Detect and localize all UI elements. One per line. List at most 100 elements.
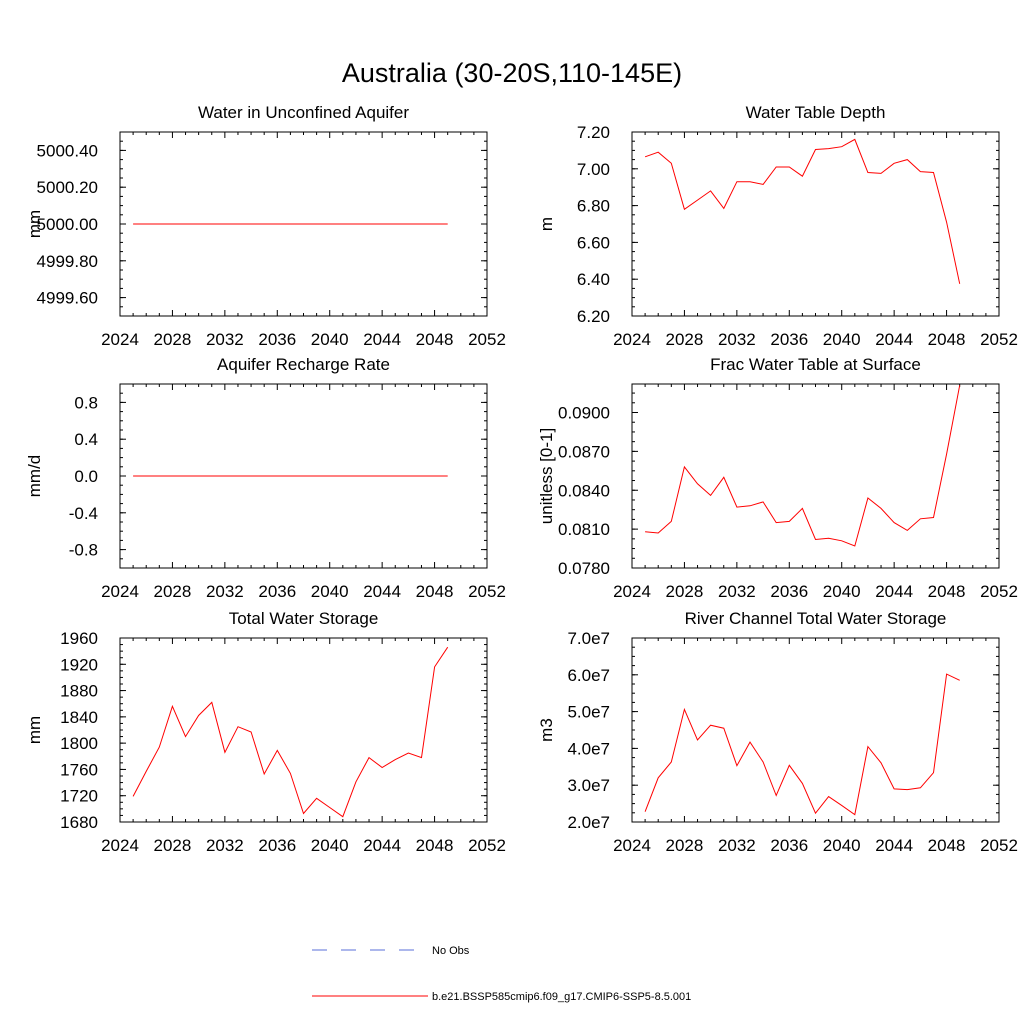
water-table-depth-xtick-label: 2024 xyxy=(613,330,651,349)
frac-water-table-at-surface-xtick-label: 2036 xyxy=(770,582,808,601)
water-in-unconfined-aquifer-xtick-label: 2036 xyxy=(258,330,296,349)
aquifer-recharge-rate-xtick-label: 2048 xyxy=(416,582,454,601)
river-channel-total-water-storage-ylabel: m3 xyxy=(537,718,556,742)
water-table-depth-xtick-label: 2032 xyxy=(718,330,756,349)
total-water-storage-xtick-label: 2032 xyxy=(206,836,244,855)
river-channel-total-water-storage-xtick-label: 2048 xyxy=(928,836,966,855)
frac-water-table-at-surface-xtick-label: 2040 xyxy=(823,582,861,601)
frac-water-table-at-surface-series-line xyxy=(645,385,961,547)
total-water-storage-ytick-label: 1920 xyxy=(60,655,98,674)
frac-water-table-at-surface-title: Frac Water Table at Surface xyxy=(710,355,921,374)
river-channel-total-water-storage-xtick-label: 2024 xyxy=(613,836,651,855)
frac-water-table-at-surface-ytick-label: 0.0840 xyxy=(558,481,610,500)
aquifer-recharge-rate-xtick-label: 2036 xyxy=(258,582,296,601)
frac-water-table-at-surface-xtick-label: 2032 xyxy=(718,582,756,601)
river-channel-total-water-storage-ytick-label: 3.0e7 xyxy=(567,776,610,795)
frac-water-table-at-surface-ytick-label: 0.0900 xyxy=(558,404,610,423)
water-in-unconfined-aquifer-ylabel: mm xyxy=(25,210,44,238)
water-in-unconfined-aquifer-ytick-label: 4999.60 xyxy=(37,289,98,308)
total-water-storage-ytick-label: 1680 xyxy=(60,813,98,832)
legend-no-obs-label: No Obs xyxy=(432,945,470,957)
frac-water-table-at-surface-ytick-label: 0.0780 xyxy=(558,559,610,578)
total-water-storage-xtick-label: 2036 xyxy=(258,836,296,855)
panel-water-table-depth: Water Table Depth m 2024 2028 2032 2036 2040 20… xyxy=(537,103,1018,349)
total-water-storage-series-line xyxy=(132,646,449,818)
water-in-unconfined-aquifer-title: Water in Unconfined Aquifer xyxy=(198,103,409,122)
aquifer-recharge-rate-title: Aquifer Recharge Rate xyxy=(217,355,390,374)
panel-water-in-unconfined-aquifer: Water in Unconfined Aquifer mm 2024 2028 203… xyxy=(25,103,506,349)
river-channel-total-water-storage-ytick-label: 7.0e7 xyxy=(567,629,610,648)
water-table-depth-ytick-label: 7.00 xyxy=(577,160,610,179)
water-table-depth-ytick-label: 7.20 xyxy=(577,123,610,142)
river-channel-total-water-storage-xtick-label: 2028 xyxy=(666,836,704,855)
river-channel-total-water-storage-xtick-label: 2040 xyxy=(823,836,861,855)
water-table-depth-ylabel: m xyxy=(537,217,556,231)
frac-water-table-at-surface-ytick-label: 0.0810 xyxy=(558,520,610,539)
frac-water-table-at-surface-xtick-label: 2048 xyxy=(928,582,966,601)
aquifer-recharge-rate-xtick-label: 2032 xyxy=(206,582,244,601)
aquifer-recharge-rate-xtick-label: 2028 xyxy=(154,582,192,601)
aquifer-recharge-rate-ytick-label: -0.8 xyxy=(69,541,98,560)
total-water-storage-xtick-label: 2024 xyxy=(101,836,139,855)
water-table-depth-xtick-label: 2040 xyxy=(823,330,861,349)
aquifer-recharge-rate-ytick-label: 0.8 xyxy=(74,393,98,412)
water-in-unconfined-aquifer-xtick-label: 2052 xyxy=(468,330,506,349)
water-in-unconfined-aquifer-ytick-label: 4999.80 xyxy=(37,252,98,271)
water-table-depth-xtick-label: 2044 xyxy=(875,330,913,349)
water-table-depth-series-line xyxy=(644,138,961,284)
water-in-unconfined-aquifer-xtick-label: 2044 xyxy=(363,330,401,349)
aquifer-recharge-rate-xtick-label: 2024 xyxy=(101,582,139,601)
water-table-depth-ytick-label: 6.20 xyxy=(577,307,610,326)
river-channel-total-water-storage-frame xyxy=(631,637,1000,823)
aquifer-recharge-rate-xtick-label: 2040 xyxy=(311,582,349,601)
water-table-depth-xtick-label: 2028 xyxy=(666,330,704,349)
river-channel-total-water-storage-ytick-label: 2.0e7 xyxy=(567,813,610,832)
total-water-storage-xtick-label: 2028 xyxy=(154,836,192,855)
frac-water-table-at-surface-ytick-label: 0.0870 xyxy=(558,442,610,461)
total-water-storage-title: Total Water Storage xyxy=(229,609,379,628)
aquifer-recharge-rate-ytick-label: 0.4 xyxy=(74,430,98,449)
water-table-depth-xtick-label: 2036 xyxy=(770,330,808,349)
river-channel-total-water-storage-ytick-label: 4.0e7 xyxy=(567,739,610,758)
aquifer-recharge-rate-ylabel: mm/d xyxy=(25,455,44,498)
aquifer-recharge-rate-ytick-label: 0.0 xyxy=(74,467,98,486)
water-table-depth-frame xyxy=(631,131,1000,317)
frac-water-table-at-surface-xtick-label: 2028 xyxy=(666,582,704,601)
figure-title: Australia (30-20S,110-145E) xyxy=(342,58,682,88)
legend-model-label: b.e21.BSSP585cmip6.f09_g17.CMIP6-SSP5-8.… xyxy=(432,991,691,1003)
water-table-depth-xtick-label: 2052 xyxy=(980,330,1018,349)
water-table-depth-title: Water Table Depth xyxy=(746,103,886,122)
panel-aquifer-recharge-rate: Aquifer Recharge Rate mm/d 2024 2028 2032 203… xyxy=(25,355,506,601)
water-table-depth-ytick-label: 6.60 xyxy=(577,233,610,252)
water-table-depth-ytick-label: 6.40 xyxy=(577,270,610,289)
panel-total-water-storage: Total Water Storage mm 2024 2028 2032 2036 204… xyxy=(25,609,506,855)
total-water-storage-xtick-label: 2040 xyxy=(311,836,349,855)
total-water-storage-xtick-label: 2044 xyxy=(363,836,401,855)
total-water-storage-xtick-label: 2052 xyxy=(468,836,506,855)
total-water-storage-xtick-label: 2048 xyxy=(416,836,454,855)
water-in-unconfined-aquifer-ytick-label: 5000.20 xyxy=(37,178,98,197)
panels: Water in Unconfined Aquifer mm 2024 2028 203… xyxy=(25,103,1018,855)
river-channel-total-water-storage-xtick-label: 2036 xyxy=(770,836,808,855)
water-in-unconfined-aquifer-ytick-label: 5000.00 xyxy=(37,215,98,234)
water-in-unconfined-aquifer-xtick-label: 2040 xyxy=(311,330,349,349)
water-table-depth-ytick-label: 6.80 xyxy=(577,197,610,216)
water-in-unconfined-aquifer-xtick-label: 2048 xyxy=(416,330,454,349)
aquifer-recharge-rate-xtick-label: 2052 xyxy=(468,582,506,601)
legend: No Obs b.e21.BSSP585cmip6.f09_g17.CMIP6-… xyxy=(312,945,691,1003)
river-channel-total-water-storage-series-line xyxy=(644,673,960,816)
river-channel-total-water-storage-ytick-label: 6.0e7 xyxy=(567,666,610,685)
total-water-storage-frame xyxy=(119,637,488,823)
water-in-unconfined-aquifer-xtick-label: 2024 xyxy=(101,330,139,349)
water-table-depth-xtick-label: 2048 xyxy=(928,330,966,349)
water-in-unconfined-aquifer-xtick-label: 2028 xyxy=(154,330,192,349)
frac-water-table-at-surface-xtick-label: 2052 xyxy=(980,582,1018,601)
total-water-storage-ytick-label: 1760 xyxy=(60,760,98,779)
total-water-storage-ytick-label: 1800 xyxy=(60,734,98,753)
water-in-unconfined-aquifer-xtick-label: 2032 xyxy=(206,330,244,349)
total-water-storage-ytick-label: 1720 xyxy=(60,787,98,806)
aquifer-recharge-rate-xtick-label: 2044 xyxy=(363,582,401,601)
river-channel-total-water-storage-ytick-label: 5.0e7 xyxy=(567,703,610,722)
